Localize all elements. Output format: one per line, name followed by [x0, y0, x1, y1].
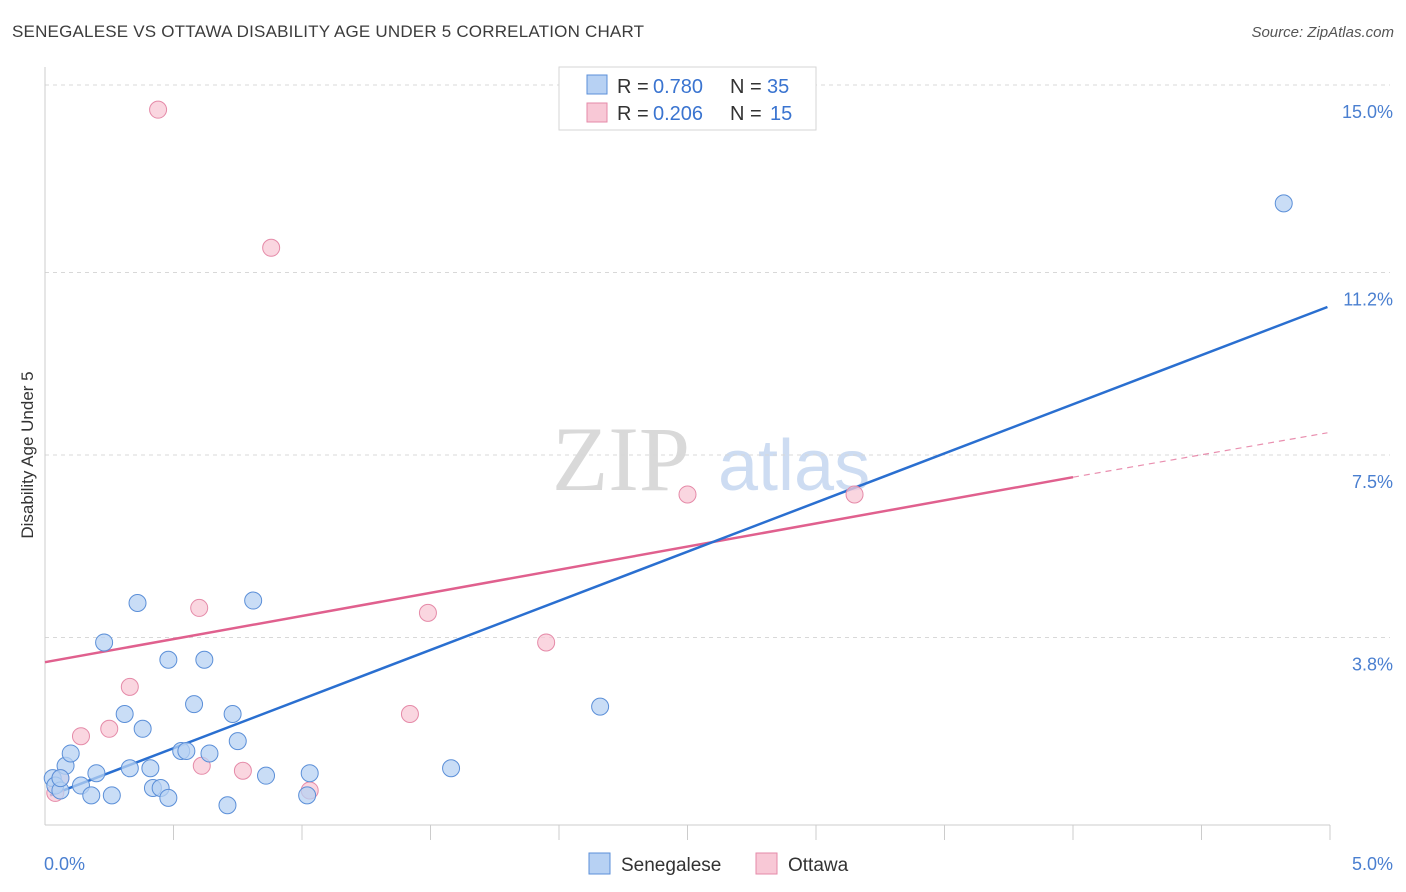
trend-lines: [44, 305, 1328, 797]
legend-swatch-ottawa: [586, 102, 608, 123]
data-point-ottawa: [262, 238, 281, 257]
data-point-ottawa: [149, 100, 168, 119]
data-point-senegalese: [159, 788, 178, 807]
data-point-ottawa: [120, 677, 139, 696]
x-tick-label-max: 5.0%: [1352, 854, 1393, 874]
data-point-ottawa: [418, 603, 437, 622]
bottom-legend-swatch-senegalese: [588, 852, 611, 875]
data-point-ottawa: [845, 485, 864, 504]
chart-title: SENEGALESE VS OTTAWA DISABILITY AGE UNDE…: [12, 22, 645, 41]
legend-n-label-ottawa: N =: [730, 103, 762, 125]
data-point-senegalese: [442, 759, 461, 778]
data-point-senegalese: [223, 705, 242, 723]
data-point-senegalese: [95, 633, 114, 652]
bottom-legend: Senegalese Ottawa: [588, 852, 849, 876]
source-label: Source: ZipAtlas.com: [1251, 24, 1394, 41]
data-point-senegalese: [218, 796, 237, 815]
data-point-senegalese: [51, 769, 70, 788]
legend: R = 0.780 N = 35 R = 0.206 N = 15: [558, 66, 817, 131]
data-point-senegalese: [120, 759, 139, 778]
legend-n-value-ottawa: 15: [770, 103, 792, 125]
data-point-senegalese: [87, 764, 106, 783]
y-tick-labels: 3.8% 7.5% 11.2% 15.0%: [1342, 102, 1393, 675]
legend-r-label-ottawa: R =: [617, 103, 649, 125]
bottom-legend-label-ottawa: Ottawa: [788, 855, 849, 876]
data-point-senegalese: [115, 705, 134, 723]
data-point-senegalese: [228, 732, 247, 751]
data-points: [43, 100, 1293, 815]
y-tick-label: 3.8%: [1352, 655, 1393, 675]
x-tick-label-min: 0.0%: [44, 854, 85, 874]
data-point-senegalese: [133, 719, 152, 738]
data-point-ottawa: [400, 705, 419, 723]
data-point-senegalese: [82, 786, 101, 805]
data-point-senegalese: [257, 766, 276, 785]
data-point-ottawa: [71, 727, 90, 746]
data-point-senegalese: [298, 786, 317, 805]
y-tick-label: 15.0%: [1342, 102, 1393, 122]
watermark-zip: ZIP: [552, 408, 690, 510]
bottom-legend-label-senegalese: Senegalese: [621, 855, 721, 876]
data-point-senegalese: [102, 786, 121, 805]
y-axis-title: Disability Age Under 5: [18, 371, 37, 538]
legend-n-label-senegalese: N =: [730, 76, 762, 98]
data-point-senegalese: [1274, 194, 1293, 213]
data-point-senegalese: [200, 744, 219, 763]
legend-n-value-senegalese: 35: [767, 76, 789, 98]
data-point-senegalese: [591, 697, 610, 716]
data-point-senegalese: [185, 695, 204, 714]
data-point-senegalese: [195, 650, 214, 669]
data-point-senegalese: [159, 650, 178, 669]
data-point-ottawa: [190, 598, 209, 617]
legend-swatch-senegalese: [586, 74, 608, 95]
bottom-legend-swatch-ottawa: [755, 852, 778, 875]
legend-r-value-senegalese: 0.780: [653, 76, 703, 98]
y-tick-label: 7.5%: [1352, 472, 1393, 492]
trend-line-ottawa: [44, 475, 1074, 664]
data-point-ottawa: [678, 485, 697, 504]
data-point-ottawa: [100, 719, 119, 738]
data-point-ottawa: [233, 761, 252, 780]
legend-r-value-ottawa: 0.206: [653, 103, 703, 125]
data-point-senegalese: [61, 744, 80, 763]
data-point-senegalese: [128, 594, 147, 612]
data-point-senegalese: [244, 591, 263, 610]
data-point-senegalese: [141, 759, 160, 778]
data-point-senegalese: [300, 764, 319, 783]
x-ticks: [173, 825, 1331, 840]
data-point-senegalese: [177, 742, 196, 760]
y-tick-label: 11.2%: [1343, 289, 1393, 309]
trend-line-senegalese: [49, 305, 1328, 797]
data-point-ottawa: [537, 633, 556, 652]
legend-r-label-senegalese: R =: [617, 76, 649, 98]
